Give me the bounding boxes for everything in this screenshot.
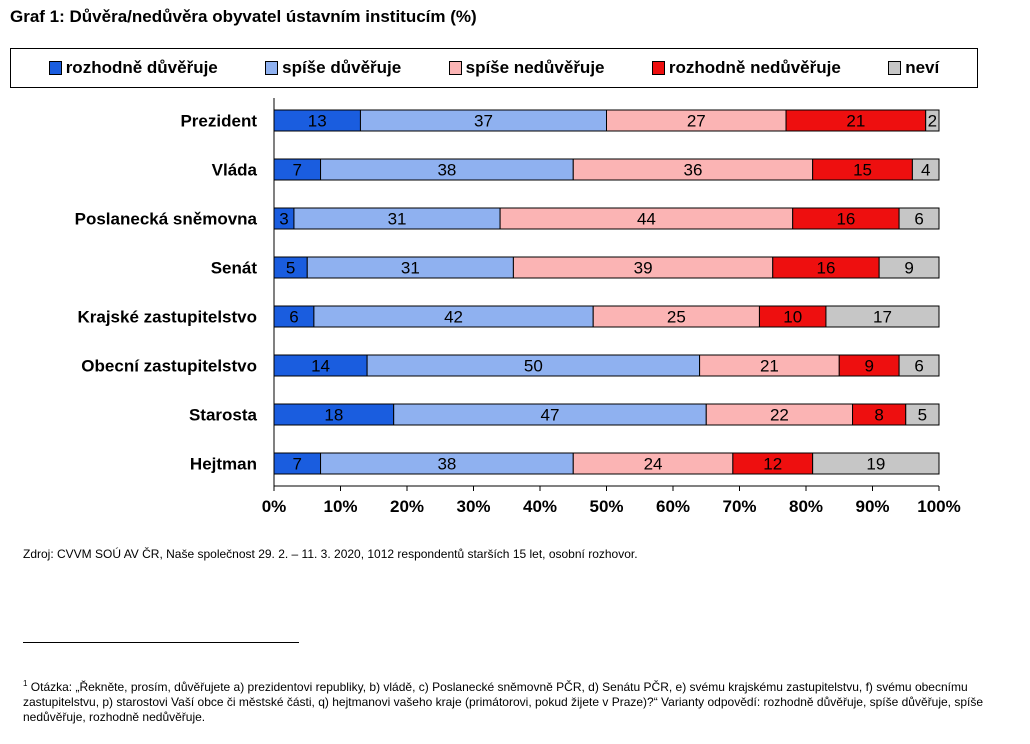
data-label: 9	[904, 259, 913, 278]
data-label: 16	[816, 259, 835, 278]
bar-segment	[898, 207, 940, 230]
x-tick-label: 90%	[855, 497, 889, 516]
legend-item: rozhodně nedůvěřuje	[651, 58, 841, 78]
data-label: 27	[687, 112, 706, 131]
data-label: 16	[836, 210, 855, 229]
data-label: 14	[311, 357, 330, 376]
bar-segment	[825, 305, 940, 328]
data-label: 31	[401, 259, 420, 278]
data-label: 8	[874, 406, 883, 425]
bar-segment	[812, 452, 940, 475]
bar-segment	[911, 158, 940, 181]
legend-label: rozhodně nedůvěřuje	[668, 58, 841, 77]
data-label: 3	[279, 210, 288, 229]
x-tick-label: 40%	[523, 497, 557, 516]
legend: rozhodně důvěřuje spíše důvěřuje spíše ned…	[10, 48, 978, 88]
legend-swatch	[265, 61, 279, 75]
data-label: 19	[866, 455, 885, 474]
bar-segment	[898, 354, 940, 377]
category-label: Hejtman	[190, 455, 257, 474]
legend-item: spíše nedůvěřuje	[448, 58, 605, 78]
category-label: Starosta	[189, 406, 258, 425]
legend-label: rozhodně důvěřuje	[65, 58, 218, 77]
x-tick-label: 0%	[262, 497, 287, 516]
data-label: 31	[388, 210, 407, 229]
data-label: 6	[914, 357, 923, 376]
x-tick-label: 60%	[656, 497, 690, 516]
legend-item: spíše důvěřuje	[265, 58, 401, 78]
data-label: 12	[763, 455, 782, 474]
data-label: 44	[637, 210, 656, 229]
source-note: Zdroj: CVVM SOÚ AV ČR, Naše společnost 2…	[23, 547, 638, 561]
legend-label: spíše nedůvěřuje	[465, 58, 605, 77]
x-tick-label: 100%	[917, 497, 960, 516]
footnote: 1 Otázka: „Řekněte, prosím, důvěřujete a…	[23, 676, 1018, 725]
data-label: 6	[289, 308, 298, 327]
x-tick-label: 20%	[390, 497, 424, 516]
legend-swatch	[48, 61, 62, 75]
category-label: Prezident	[180, 112, 257, 131]
x-tick-label: 10%	[323, 497, 357, 516]
category-label: Obecní zastupitelstvo	[81, 357, 257, 376]
data-label: 5	[918, 406, 927, 425]
bar-segment	[925, 109, 940, 132]
x-tick-label: 50%	[589, 497, 623, 516]
data-label: 18	[324, 406, 343, 425]
legend-item: neví	[888, 58, 939, 78]
legend-label: neví	[905, 58, 940, 77]
footnote-text: Otázka: „Řekněte, prosím, důvěřujete a) …	[23, 680, 984, 724]
legend-swatch	[888, 61, 902, 75]
legend-label: spíše důvěřuje	[282, 58, 402, 77]
category-label: Vláda	[212, 161, 258, 180]
x-tick-label: 80%	[789, 497, 823, 516]
data-label: 25	[667, 308, 686, 327]
bar-segment	[905, 403, 940, 426]
footnote-marker: 1	[23, 679, 28, 688]
data-label: 5	[286, 259, 295, 278]
data-label: 42	[444, 308, 463, 327]
x-tick-label: 70%	[722, 497, 756, 516]
data-label: 7	[293, 455, 302, 474]
data-label: 7	[293, 161, 302, 180]
data-label: 22	[770, 406, 789, 425]
legend-swatch	[448, 61, 462, 75]
data-label: 36	[683, 161, 702, 180]
data-label: 39	[634, 259, 653, 278]
category-label: Poslanecká sněmovna	[75, 210, 258, 229]
data-label: 4	[921, 161, 930, 180]
data-label: 6	[914, 210, 923, 229]
data-label: 47	[541, 406, 560, 425]
category-label: Senát	[211, 259, 258, 278]
data-label: 21	[846, 112, 865, 131]
data-label: 17	[873, 308, 892, 327]
legend-swatch	[651, 61, 665, 75]
data-label: 2	[928, 112, 937, 131]
data-label: 24	[644, 455, 663, 474]
data-label: 15	[853, 161, 872, 180]
x-tick-label: 30%	[456, 497, 490, 516]
data-label: 10	[783, 308, 802, 327]
category-label: Krajské zastupitelstvo	[77, 308, 257, 327]
data-label: 37	[474, 112, 493, 131]
data-label: 38	[437, 161, 456, 180]
data-label: 13	[308, 112, 327, 131]
legend-item: rozhodně důvěřuje	[48, 58, 218, 78]
chart-title: Graf 1: Důvěra/nedůvěra obyvatel ústavní…	[10, 7, 477, 26]
footnote-divider	[23, 642, 299, 643]
data-label: 9	[864, 357, 873, 376]
bar-segment	[878, 256, 940, 279]
data-label: 21	[760, 357, 779, 376]
data-label: 50	[524, 357, 543, 376]
data-label: 38	[437, 455, 456, 474]
